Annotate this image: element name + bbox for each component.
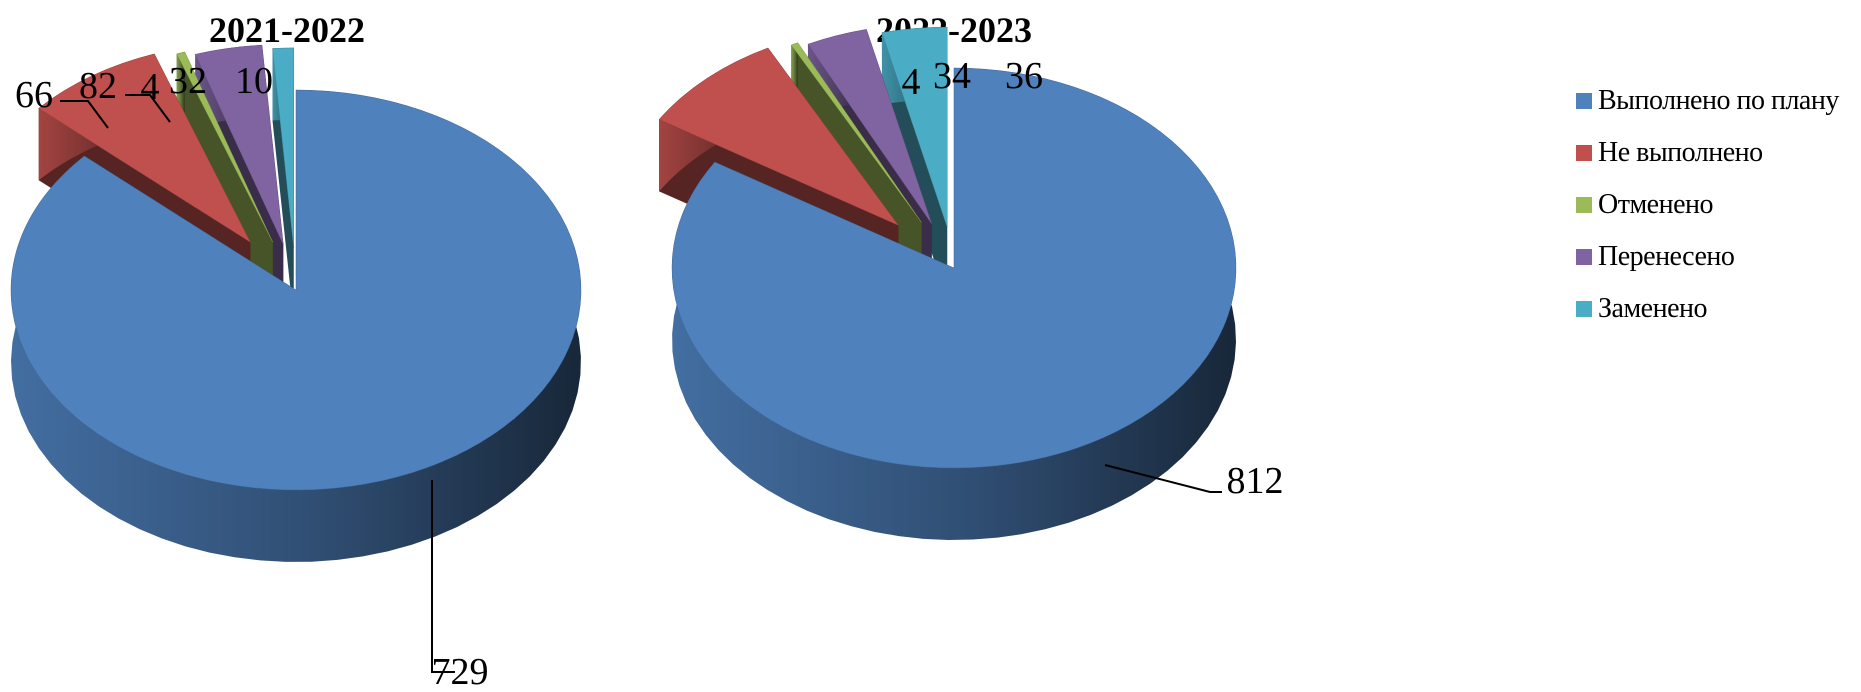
legend-item-cancelled: Отменено	[1576, 179, 1839, 231]
slice-cancelled	[176, 51, 273, 243]
slice-replaced	[272, 47, 295, 248]
slice-completed	[671, 67, 1237, 469]
data-label-replaced: 36	[1005, 55, 1043, 97]
pie-chart-1: 2021-2022 729 66 4 32 10	[10, 10, 582, 692]
legend-swatch-cancelled	[1576, 197, 1592, 213]
chart-title: 2021-2022	[209, 10, 365, 50]
slice-not-completed	[658, 47, 900, 226]
data-label-completed: 729	[432, 651, 489, 692]
legend-label-postponed: Перенесено	[1598, 241, 1735, 272]
slice-cancelled	[790, 42, 922, 223]
legend-swatch-replaced	[1576, 301, 1592, 317]
legend-label-not-completed: Не выполнено	[1598, 137, 1763, 168]
data-label-postponed: 34	[933, 55, 971, 97]
slice-replaced	[881, 26, 948, 228]
data-label-cancelled: 4	[902, 61, 921, 103]
slice-postponed	[194, 44, 284, 245]
legend-item-not-completed: Не выполнено	[1576, 127, 1839, 179]
slice-wall-cancelled	[184, 51, 273, 315]
legend-item-postponed: Перенесено	[1576, 231, 1839, 283]
legend-item-completed: Выполнено по плану	[1576, 75, 1839, 127]
legend-label-replaced: Заменено	[1598, 293, 1708, 324]
leader-line-not-completed	[125, 94, 171, 123]
slice-not-completed	[38, 53, 252, 243]
leader-line-not-completed	[60, 100, 109, 129]
data-label-completed: 812	[1227, 460, 1284, 502]
chart-legend: Выполнено по плану Не выполнено Отменено…	[1576, 75, 1839, 335]
data-label-not-completed: 66	[15, 74, 53, 116]
slice-postponed	[807, 29, 932, 225]
legend-item-replaced: Заменено	[1576, 283, 1839, 335]
legend-label-completed: Выполнено по плану	[1598, 85, 1839, 116]
legend-swatch-postponed	[1576, 249, 1592, 265]
slice-completed	[10, 89, 582, 491]
leader-line-completed	[431, 480, 455, 673]
data-label-cancelled: 4	[141, 66, 160, 108]
legend-swatch-completed	[1576, 93, 1592, 109]
legend-swatch-not-completed	[1576, 145, 1592, 161]
data-label-postponed: 32	[169, 60, 207, 102]
leader-line-completed	[1104, 464, 1222, 493]
legend-label-cancelled: Отменено	[1598, 189, 1714, 220]
data-label-replaced: 10	[235, 60, 273, 102]
data-label-not-completed: 82	[79, 65, 117, 107]
